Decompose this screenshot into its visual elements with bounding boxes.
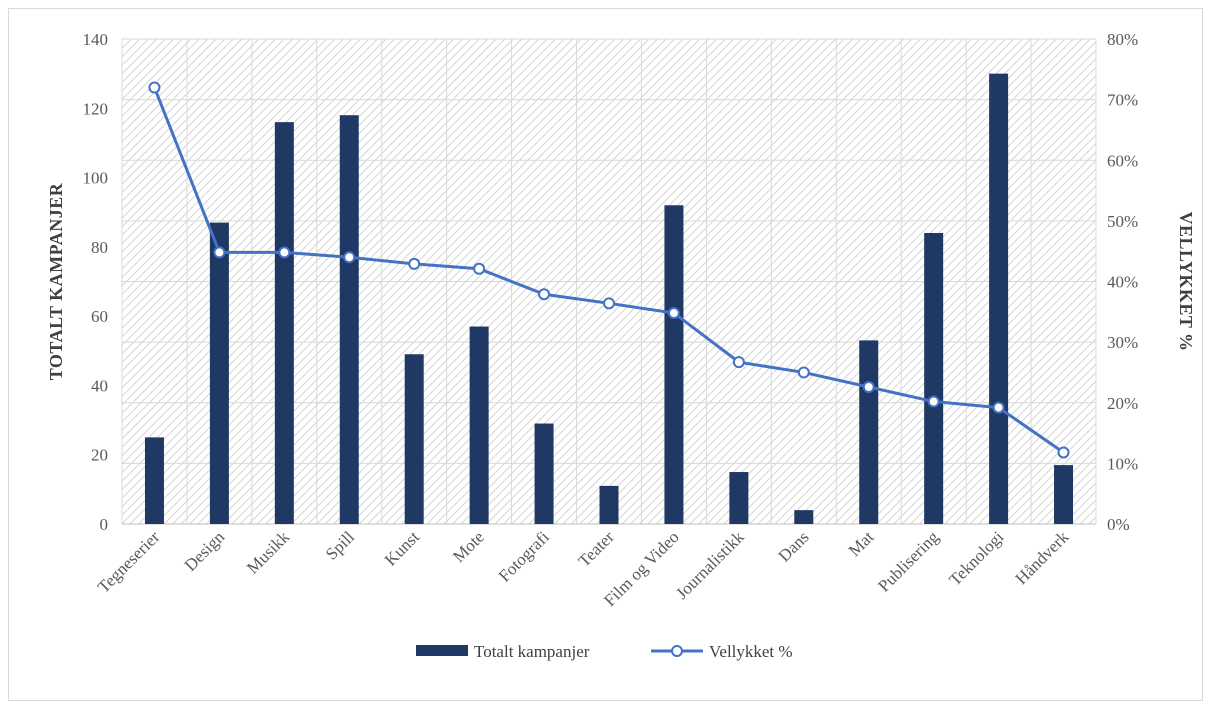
x-tick-label: Journalistikk [672, 527, 748, 603]
x-tick-label: Design [181, 527, 229, 575]
bar-teknologi [989, 73, 1009, 525]
bar-fotografi [534, 423, 554, 524]
x-tick-label: Håndverk [1012, 527, 1073, 588]
line-point-spill [343, 251, 356, 264]
x-tick-label: Teknologi [945, 527, 1007, 589]
left-tick-label: 20 [91, 446, 108, 465]
legend-label-bars: Totalt kampanjer [474, 642, 590, 661]
x-tick-label: Musikk [243, 527, 294, 578]
line-point-musikk [278, 246, 291, 259]
bar-musikk [274, 122, 294, 525]
left-tick-label: 60 [91, 307, 108, 326]
line-point-teater [603, 297, 615, 310]
bar-tegneserier [144, 437, 164, 524]
right-tick-label: 70% [1107, 91, 1138, 110]
x-tick-label: Tegneserier [94, 527, 164, 597]
right-tick-label: 80% [1107, 30, 1138, 49]
line-point-tegneserier [148, 81, 161, 94]
line-point-teknologi [992, 401, 1005, 414]
line-point-journalistikk [732, 356, 745, 369]
legend-marker-line [671, 645, 683, 657]
bar-kunst [404, 354, 424, 524]
bar-mote [469, 326, 489, 524]
bar-design [209, 222, 229, 524]
right-tick-label: 20% [1107, 394, 1138, 413]
legend: Totalt kampanjer Vellykket % [416, 642, 793, 661]
right-axis-ticks: 0% 10% 20% 30% 40% 50% 60% 70% 80% [1107, 30, 1138, 534]
line-point-håndverk [1057, 446, 1070, 459]
right-tick-label: 30% [1107, 333, 1138, 352]
bar-film-og-video [664, 205, 684, 525]
bar-series [144, 73, 1074, 525]
x-tick-label: Spill [322, 527, 358, 563]
x-tick-label: Publisering [874, 527, 943, 596]
right-tick-label: 50% [1107, 212, 1138, 231]
x-tick-label: Kunst [381, 527, 423, 569]
x-tick-label: Dans [774, 527, 812, 565]
left-tick-label: 120 [83, 99, 109, 118]
left-tick-label: 0 [100, 515, 109, 534]
bar-dans [794, 510, 814, 524]
line-point-publisering [927, 395, 940, 408]
legend-swatch-bars [416, 645, 468, 656]
bar-mat [859, 340, 879, 524]
left-tick-label: 140 [83, 30, 109, 49]
right-tick-label: 10% [1107, 454, 1138, 473]
right-tick-label: 40% [1107, 273, 1138, 292]
legend-label-line: Vellykket % [709, 642, 793, 661]
line-point-kunst [408, 257, 421, 270]
bar-spill [339, 115, 359, 524]
bar-håndverk [1054, 465, 1074, 524]
right-tick-label: 60% [1107, 151, 1138, 170]
left-tick-label: 80 [91, 238, 108, 257]
x-axis-ticks: Tegneserier Design Musikk Spill Kunst Mote Fot… [94, 527, 1073, 610]
line-point-mote [473, 262, 486, 275]
bar-teater [599, 485, 619, 524]
line-point-film-og-video [667, 307, 680, 320]
right-axis-title: VELLYKKET % [1176, 211, 1196, 351]
x-tick-label: Fotografi [495, 527, 553, 585]
line-series [148, 81, 1070, 459]
line-point-design [213, 246, 226, 259]
left-tick-label: 40 [91, 376, 108, 395]
left-tick-label: 100 [83, 169, 109, 188]
bar-journalistikk [729, 472, 749, 524]
right-tick-label: 0% [1107, 515, 1130, 534]
left-axis-title: TOTALT KAMPANJER [46, 182, 66, 380]
x-tick-label: Mote [449, 527, 488, 566]
line-point-fotografi [538, 288, 551, 301]
bar-publisering [924, 233, 944, 524]
x-tick-label: Teater [575, 527, 619, 571]
left-axis-ticks: 0 20 40 60 80 100 120 140 [83, 30, 109, 534]
x-tick-label: Mat [845, 527, 878, 560]
line-point-dans [797, 366, 810, 379]
line-point-mat [862, 380, 875, 393]
